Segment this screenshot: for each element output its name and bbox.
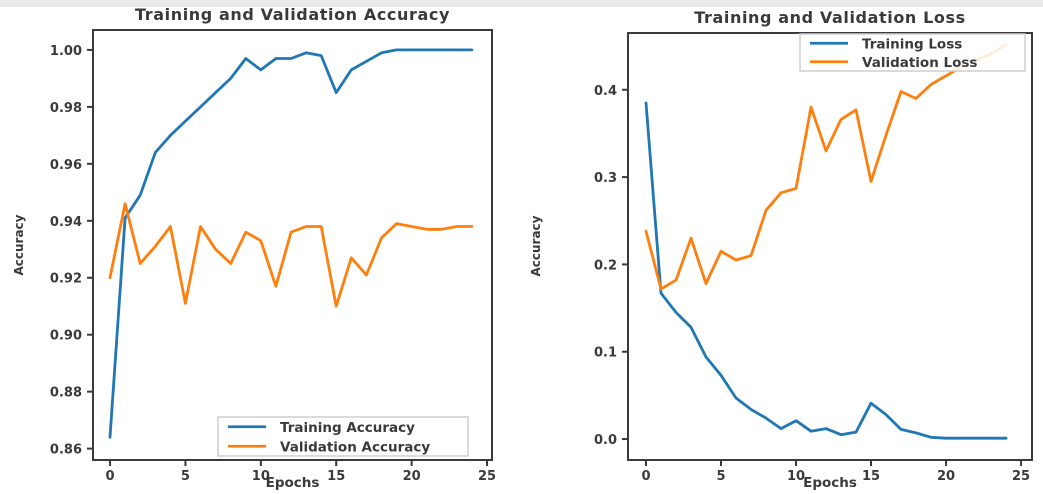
y-tick-label: 0.4 [594, 84, 617, 99]
y-tick-label: 0.88 [50, 386, 82, 401]
x-tick-label: 25 [1012, 469, 1030, 484]
y-tick-label: 0.92 [50, 272, 82, 287]
x-tick-label: 0 [641, 469, 650, 484]
loss-chart-title: Training and Validation Loss [694, 8, 966, 27]
y-tick-label: 1.00 [50, 44, 82, 59]
training-loss-line [644, 101, 1008, 440]
legend-label: Training Loss [862, 36, 962, 52]
loss-chart-plot: 0 5 10 15 20 25 0.0 0.1 0.2 0.3 0.4 Training Loss Va… [594, 32, 1033, 484]
accuracy-chart-title: Training and Validation Accuracy [135, 5, 450, 24]
legend-label: Validation Loss [862, 55, 977, 71]
legend-label: Training Accuracy [280, 420, 415, 436]
x-tick-label: 20 [937, 469, 955, 484]
y-tick-label: 0.96 [50, 158, 82, 173]
top-strip [0, 0, 1043, 7]
x-tick-label: 5 [181, 469, 190, 484]
y-tick-label: 0.86 [50, 443, 82, 458]
validation-loss-line [644, 43, 1008, 291]
y-tick-label: 0.0 [594, 433, 617, 448]
x-tick-label: 20 [403, 469, 421, 484]
legend-box [217, 416, 469, 457]
x-tick-label: 5 [716, 469, 725, 484]
y-tick-label: 0.1 [594, 346, 617, 361]
legend-label: Validation Accuracy [280, 439, 430, 455]
x-tick-label: 10 [252, 469, 270, 484]
y-tick-label: 0.94 [50, 215, 82, 230]
x-tick-label: 0 [106, 469, 115, 484]
y-tick-label: 0.2 [594, 258, 617, 273]
x-tick-label: 15 [327, 469, 345, 484]
y-tick-label: 0.3 [594, 171, 617, 186]
y-tick-label: 0.90 [50, 329, 82, 344]
x-tick-label: 15 [862, 469, 880, 484]
legend: Training Accuracy Validation Accuracy [217, 416, 469, 457]
legend-box [799, 33, 1026, 72]
x-tick-label: 25 [478, 469, 496, 484]
accuracy-chart-plot: 0 5 10 15 20 25 0.86 0.88 0.90 0.92 0.94 0.96 0.98 1.… [50, 29, 496, 484]
training-accuracy-line [108, 48, 474, 439]
x-tick-label: 10 [787, 469, 805, 484]
plot-frame [92, 29, 493, 461]
validation-accuracy-line [108, 202, 474, 308]
loss-x-axis-label: Epochs [803, 475, 857, 491]
plot-frame [627, 32, 1033, 461]
legend: Training Loss Validation Loss [799, 33, 1026, 72]
y-tick-label: 0.98 [50, 101, 82, 116]
accuracy-x-axis-label: Epochs [265, 475, 320, 491]
